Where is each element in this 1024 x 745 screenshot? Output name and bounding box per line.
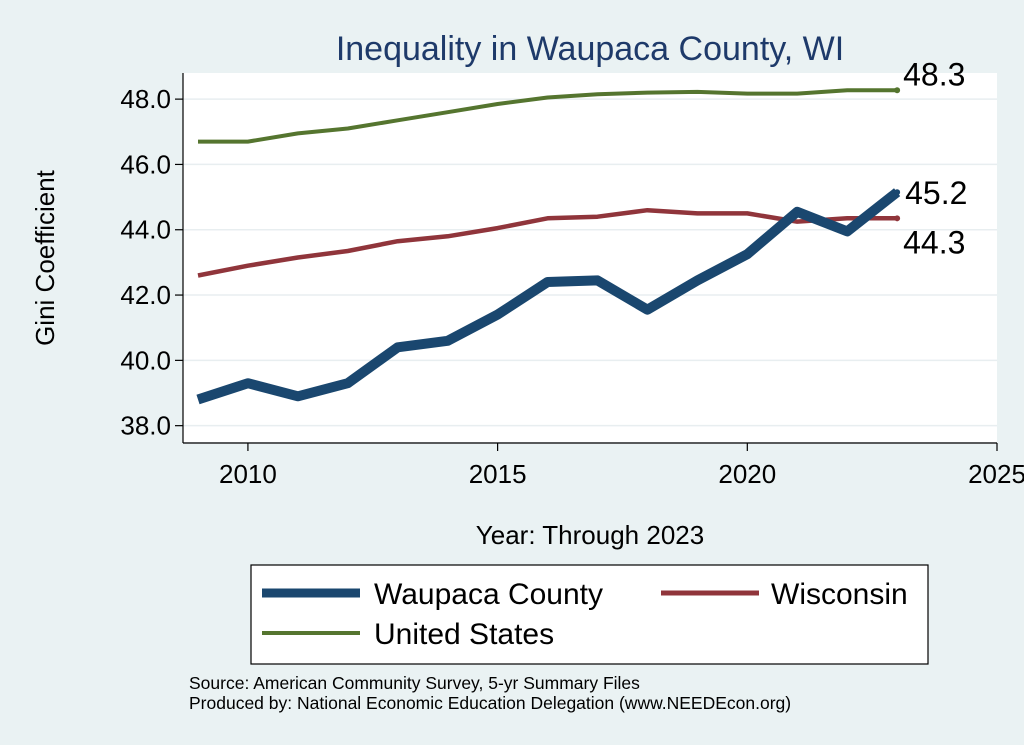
end-label-waupaca-county: 45.2 [905,175,967,211]
y-tick-label-1: 40.0 [120,345,171,375]
producer-line: Produced by: National Economic Education… [189,693,791,713]
y-tick-label-2: 42.0 [120,280,171,310]
x-axis-ticks: 2010 2015 2020 2025 [219,443,1024,489]
end-label-united-states: 48.3 [903,56,965,92]
gridlines [183,98,997,427]
chart-title: Inequality in Waupaca County, WI [336,30,844,68]
legend-label-waupaca: Waupaca County [374,578,603,611]
legend-label-united-states: United States [374,618,554,651]
y-axis-ticks: 38.0 40.0 42.0 44.0 46.0 48.0 [120,84,183,441]
end-labels: 45.2 44.3 48.3 [903,56,967,260]
x-tick-label-1: 2015 [469,459,527,489]
plot-area [183,73,997,442]
x-tick-label-2: 2020 [718,459,776,489]
y-tick-label-5: 48.0 [120,84,171,114]
legend: Waupaca County Wisconsin United States [250,564,929,665]
y-tick-label-3: 44.0 [120,215,171,245]
legend-box [250,564,929,665]
series-line-wisconsin [197,207,898,278]
series-endpoint-united-states [894,87,901,94]
legend-label-wisconsin: Wisconsin [771,578,908,611]
series-line-united-states [198,88,898,144]
series-lines [196,87,901,405]
series-endpoint-waupaca-county [894,189,901,196]
y-tick-label-4: 46.0 [120,149,171,179]
y-tick-label-0: 38.0 [120,411,171,441]
y-axis-label: Gini Coefficient [30,169,60,346]
x-axis-label: Year: Through 2023 [476,520,704,550]
end-label-wisconsin: 44.3 [903,224,965,260]
source-line: Source: American Community Survey, 5-yr … [189,673,640,693]
x-tick-label-3: 2025 [968,459,1024,489]
series-endpoint-wisconsin [894,215,901,222]
x-tick-label-0: 2010 [219,459,277,489]
series-line-waupaca-county [196,188,901,405]
